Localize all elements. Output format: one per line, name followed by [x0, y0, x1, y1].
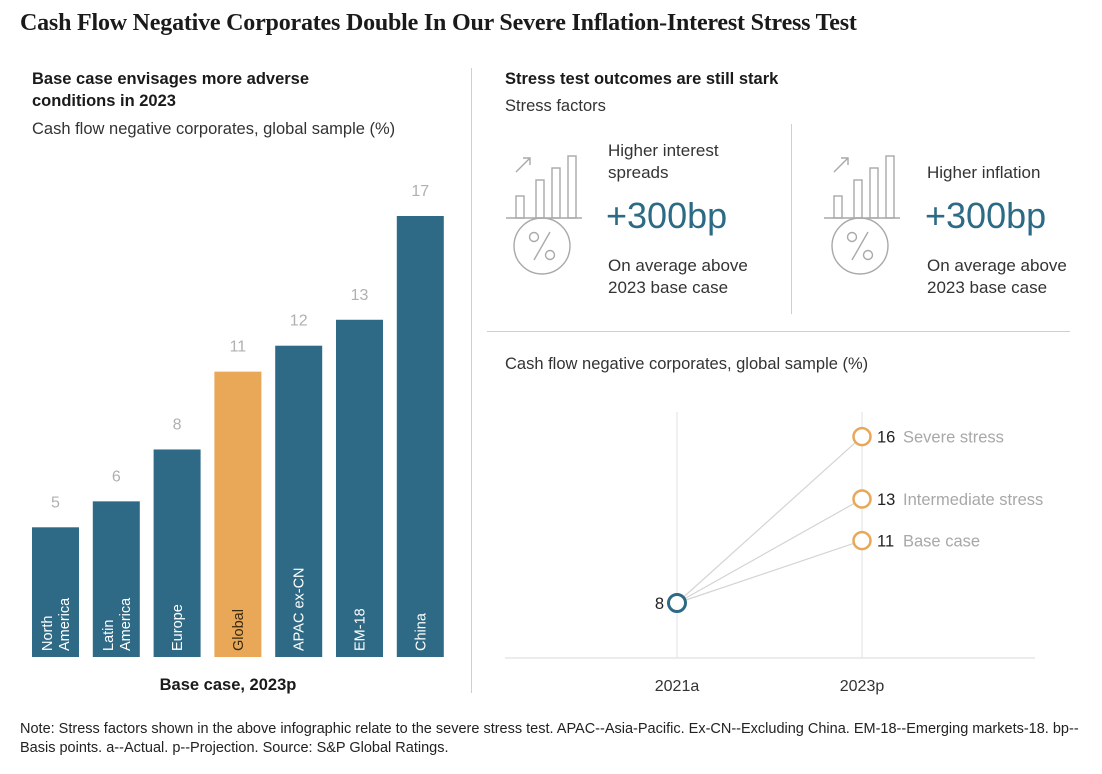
start-value: 8	[655, 595, 664, 613]
bar-value-label: 12	[290, 313, 308, 330]
bar-chart: 5 NorthAmerica 6 LatinAmerica 8 Europe 11 Globa…	[32, 183, 444, 694]
factor-label-inflation: Higher inflation	[927, 163, 1041, 182]
right-panel-separator	[487, 331, 1070, 332]
bar-category-label: NorthAmerica	[40, 597, 73, 651]
series-end-marker	[852, 530, 872, 551]
factor-note-interest: On average above 2023 base case	[608, 256, 748, 297]
footnote: Note: Stress factors shown in the above …	[20, 721, 1079, 756]
bar-value-label: 6	[112, 468, 121, 485]
bar-value-label: 5	[51, 494, 60, 511]
right-panel-heading: Stress test outcomes are still stark	[505, 70, 779, 88]
chart-percent-icon	[506, 155, 582, 275]
series-end-value: 16	[877, 429, 895, 447]
series-name-label: Intermediate stress	[903, 491, 1043, 509]
stress-factors-title: Stress factors	[505, 97, 606, 115]
factor-divider	[791, 124, 792, 314]
series-line	[676, 436, 863, 604]
bar-europe	[153, 449, 201, 657]
factor-value-interest: +300bp	[606, 195, 728, 236]
left-panel-subheading: Cash flow negative corporates, global sa…	[32, 120, 396, 138]
chart-percent-icon	[824, 155, 900, 275]
bar-category-label: Global	[231, 609, 247, 651]
start-marker	[667, 593, 687, 613]
bar-em-18	[336, 319, 383, 657]
factor-note-inflation: On average above 2023 base case	[927, 256, 1067, 297]
x-tick-label: 2021a	[655, 678, 700, 695]
series-name-label: Severe stress	[903, 429, 1004, 447]
bar-category-label: APAC ex-CN	[292, 567, 308, 651]
bar-global	[214, 371, 262, 657]
bar-value-label: 17	[411, 183, 429, 200]
series-end-marker	[852, 426, 872, 447]
slope-chart-plot: 2021a 2023p 16 Severe stress 13 Intermediate …	[505, 412, 1043, 695]
series-line	[676, 540, 863, 604]
bar-category-label: LatinAmerica	[101, 597, 134, 651]
bar-latin-america	[92, 501, 140, 657]
bars: 5 NorthAmerica 6 LatinAmerica 8 Europe 11 Globa…	[32, 183, 444, 657]
bar-china	[396, 216, 444, 657]
series-end-value: 11	[877, 533, 894, 551]
bar-chart-xlabel: Base case, 2023p	[160, 676, 297, 694]
slope-chart: 2021a 2023p 16 Severe stress 13 Intermediate …	[505, 412, 1043, 695]
series-name-label: Base case	[903, 533, 980, 551]
bar-apac-ex-cn	[275, 345, 323, 657]
left-panel-heading: Base case envisages more adverse conditi…	[32, 70, 310, 110]
bar-category-label: Europe	[170, 604, 186, 651]
bar-value-label: 13	[351, 287, 369, 304]
bar-value-label: 11	[230, 339, 247, 356]
x-tick-label: 2023p	[840, 678, 885, 695]
bar-category-label: China	[413, 612, 429, 651]
factor-label-interest: Higher interest spreads	[608, 141, 719, 182]
panel-divider	[471, 68, 472, 693]
factor-value-inflation: +300bp	[925, 195, 1047, 236]
bar-category-label: EM-18	[353, 608, 369, 651]
series-line	[676, 498, 863, 604]
series-end-value: 13	[877, 491, 895, 509]
page-title: Cash Flow Negative Corporates Double In …	[20, 10, 857, 36]
bar-value-label: 8	[173, 416, 182, 433]
line-chart-subheading: Cash flow negative corporates, global sa…	[505, 355, 869, 373]
bar-north-america	[32, 527, 79, 657]
series-end-marker	[852, 489, 872, 509]
